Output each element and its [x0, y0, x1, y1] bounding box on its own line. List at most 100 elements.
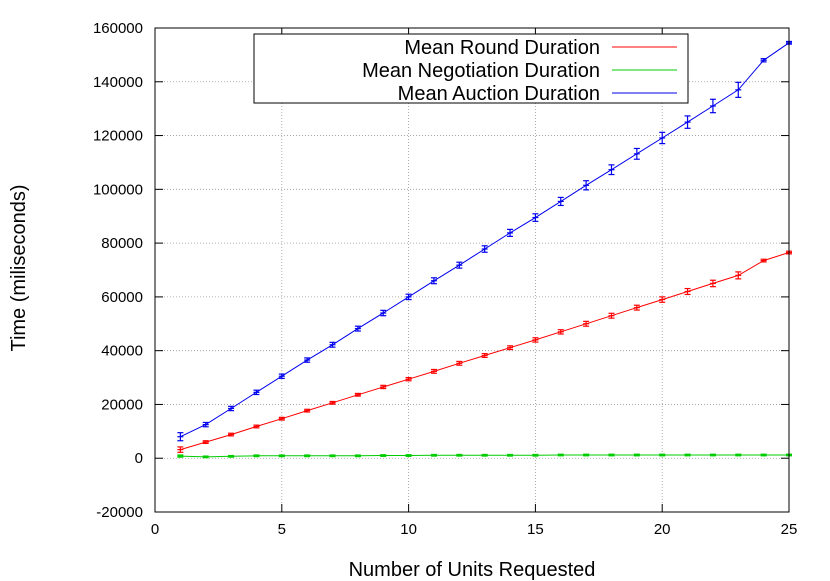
legend-box	[253, 33, 689, 104]
data-point-negotiation	[177, 454, 184, 458]
y-tick-label: 120000	[93, 128, 143, 145]
legend-label-auction: Mean Auction Duration	[398, 83, 600, 105]
data-point-round	[684, 287, 691, 296]
y-tick-label: 40000	[101, 343, 143, 360]
data-point-auction	[253, 389, 260, 396]
data-point-auction	[735, 81, 742, 98]
data-point-round	[608, 312, 615, 319]
data-point-round	[380, 384, 387, 390]
data-point-round	[354, 392, 361, 397]
data-point-auction	[760, 58, 767, 63]
data-point-round	[329, 400, 336, 405]
tick-labels: -20000 0 20000 40000 60000 80000 100000 120000 1…	[93, 20, 797, 538]
data-point-auction	[405, 293, 412, 301]
data-point-auction	[583, 180, 590, 191]
data-point-negotiation	[608, 453, 615, 457]
legend-label-negotiation: Mean Negotiation Duration	[362, 60, 600, 82]
y-tick-label: 100000	[93, 181, 143, 198]
legend: Mean Round Duration Mean Negotiation Dur…	[253, 33, 689, 105]
series-round	[177, 250, 792, 453]
data-point-round	[760, 258, 767, 263]
data-point-auction	[456, 261, 463, 269]
data-point-negotiation	[760, 453, 767, 457]
data-point-auction	[177, 432, 184, 442]
series-layer	[177, 40, 792, 459]
y-tick-label: 140000	[93, 74, 143, 91]
data-point-round	[481, 353, 488, 358]
y-tick-label: -20000	[96, 504, 143, 521]
data-point-auction	[228, 405, 235, 412]
data-point-negotiation	[380, 454, 387, 457]
x-tick-label: 25	[781, 521, 798, 538]
data-point-auction	[633, 147, 640, 160]
data-point-negotiation	[583, 453, 590, 457]
data-point-negotiation	[684, 453, 691, 457]
data-point-round	[456, 360, 463, 366]
data-point-negotiation	[253, 454, 260, 458]
data-point-round	[557, 329, 564, 335]
series-line-round	[180, 252, 790, 451]
plot-frame	[154, 27, 790, 513]
data-point-negotiation	[532, 453, 539, 457]
series-auction	[177, 40, 792, 442]
y-tick-label: 20000	[101, 396, 143, 413]
data-point-negotiation	[659, 453, 666, 457]
data-point-round	[430, 368, 437, 374]
data-point-auction	[507, 228, 514, 237]
data-point-negotiation	[329, 454, 336, 458]
data-point-auction	[684, 115, 691, 129]
data-point-negotiation	[354, 454, 361, 458]
data-point-negotiation	[304, 454, 311, 458]
data-point-round	[735, 271, 742, 280]
data-point-auction	[430, 277, 437, 285]
data-point-auction	[709, 98, 716, 114]
data-point-round	[202, 440, 209, 445]
data-point-round	[228, 432, 235, 437]
y-tick-label: 160000	[93, 20, 143, 37]
data-point-auction	[608, 164, 615, 176]
data-point-negotiation	[481, 453, 488, 457]
x-tick-label: 10	[400, 521, 417, 538]
data-point-round	[405, 376, 412, 382]
data-point-round	[278, 416, 285, 421]
y-axis-title: Time (miliseconds)	[8, 184, 30, 351]
x-tick-label: 20	[654, 521, 671, 538]
data-point-negotiation	[405, 454, 412, 457]
data-point-auction	[354, 325, 361, 332]
data-point-round	[304, 408, 311, 413]
data-point-auction	[532, 213, 539, 222]
series-negotiation	[177, 453, 792, 459]
legend-label-round: Mean Round Duration	[404, 37, 600, 59]
data-point-round	[253, 424, 260, 429]
data-point-round	[709, 279, 716, 288]
data-point-negotiation	[557, 453, 564, 457]
data-point-auction	[304, 357, 311, 363]
y-tick-label: 60000	[101, 289, 143, 306]
data-point-negotiation	[278, 454, 285, 458]
data-point-round	[659, 296, 666, 303]
data-point-auction	[329, 341, 336, 348]
data-point-auction	[557, 196, 564, 207]
data-point-auction	[278, 373, 285, 379]
data-point-negotiation	[735, 453, 742, 457]
data-point-negotiation	[430, 453, 437, 457]
y-tick-label: 80000	[101, 235, 143, 252]
x-tick-label: 15	[527, 521, 544, 538]
data-point-round	[532, 337, 539, 343]
data-point-negotiation	[633, 453, 640, 457]
x-tick-label: 5	[278, 521, 286, 538]
data-point-negotiation	[507, 453, 514, 457]
data-point-negotiation	[709, 453, 716, 457]
data-point-auction	[659, 131, 666, 145]
x-axis-title: Number of Units Requested	[349, 559, 596, 581]
data-point-round	[583, 320, 590, 327]
data-point-negotiation	[202, 455, 209, 459]
x-tick-label: 0	[151, 521, 159, 538]
data-point-round	[507, 345, 514, 351]
data-point-negotiation	[228, 454, 235, 458]
data-point-auction	[380, 309, 387, 317]
data-point-negotiation	[456, 453, 463, 457]
y-tick-label: 0	[135, 450, 143, 467]
data-point-round	[177, 446, 184, 453]
